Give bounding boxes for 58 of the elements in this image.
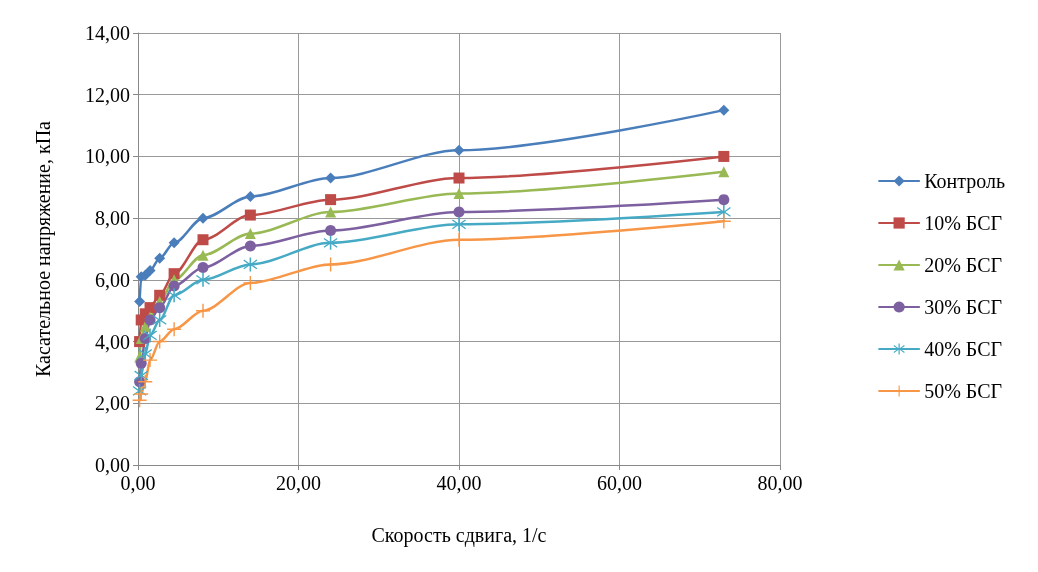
y-tick-label: 2,00: [95, 392, 130, 415]
point: [196, 303, 210, 318]
point: [243, 275, 258, 290]
point: [197, 212, 209, 224]
point: [143, 328, 158, 343]
point: [718, 194, 730, 206]
point: [716, 214, 731, 229]
point: [197, 249, 209, 261]
point: [144, 265, 156, 277]
point: [718, 104, 730, 116]
point: [168, 268, 180, 280]
point: [453, 144, 465, 156]
legend-label: 10% БСГ: [924, 212, 1003, 234]
legend-label: 30% БСГ: [924, 296, 1003, 318]
point: [197, 234, 209, 246]
y-axis-title: Касательное напряжение, кПа: [32, 120, 55, 377]
point: [134, 387, 149, 402]
point: [453, 172, 465, 184]
point: [244, 228, 256, 240]
y-tick-label: 6,00: [95, 268, 130, 291]
point: [452, 217, 466, 232]
point: [144, 302, 156, 314]
point: [244, 240, 256, 252]
point: [325, 224, 337, 236]
y-tick-label: 8,00: [95, 207, 130, 230]
x-tick-label: 40,00: [436, 472, 482, 494]
point: [244, 209, 256, 221]
legend-label: 50% БСГ: [924, 380, 1003, 402]
point: [718, 150, 730, 162]
point: [167, 288, 182, 303]
legend-label: 40% БСГ: [924, 338, 1003, 360]
point: [134, 368, 149, 383]
point: [167, 322, 182, 337]
x-tick-label: 60,00: [597, 472, 642, 494]
point: [453, 187, 465, 199]
x-tick-label: 80,00: [757, 472, 803, 494]
legend-label: 20% БСГ: [924, 254, 1003, 276]
x-axis-title: Скорость сдвига, 1/с: [371, 524, 547, 547]
point: [718, 166, 730, 178]
point: [168, 237, 180, 249]
point: [325, 194, 337, 206]
point: [196, 272, 210, 287]
point: [323, 235, 338, 250]
point: [325, 206, 337, 218]
point: [154, 302, 166, 314]
point: [143, 353, 158, 368]
y-tick-label: 14,00: [85, 22, 130, 44]
x-tick-label: 20,00: [276, 472, 321, 494]
y-tick-label: 12,00: [85, 83, 130, 106]
point: [135, 357, 147, 369]
point: [197, 262, 209, 274]
y-tick-label: 10,00: [85, 145, 130, 168]
point: [154, 252, 166, 264]
legend-label: Контроль: [924, 170, 1006, 193]
point: [244, 191, 256, 203]
y-tick-label: 4,00: [95, 330, 130, 353]
point: [243, 257, 258, 272]
point: [453, 206, 465, 218]
